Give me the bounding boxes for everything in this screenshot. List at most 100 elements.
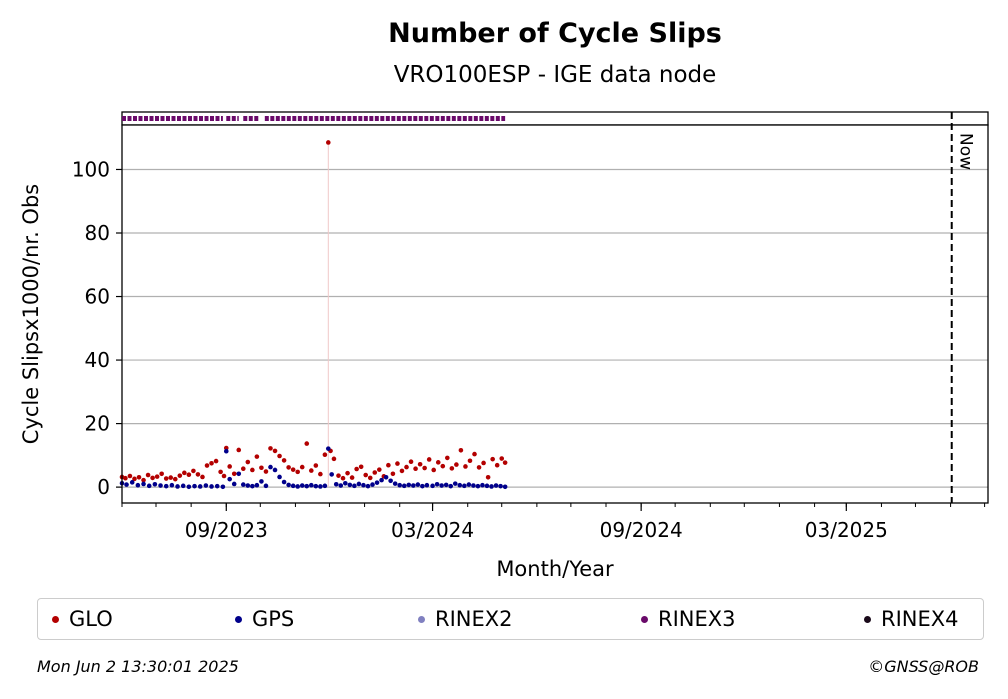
gps-data-point xyxy=(272,467,278,473)
gps-data-point xyxy=(466,482,472,487)
glo-data-point xyxy=(191,468,196,474)
gps-data-point xyxy=(220,484,226,490)
glo-data-point xyxy=(349,475,355,480)
glo-data-point xyxy=(295,469,300,475)
glo-data-point xyxy=(390,471,396,477)
glo-data-point xyxy=(358,464,364,470)
glo-data-point xyxy=(395,461,400,466)
footer-timestamp: Mon Jun 2 13:30:01 2025 xyxy=(37,657,239,676)
gps-data-point xyxy=(209,484,214,489)
gps-data-point xyxy=(462,483,467,489)
glo-data-point xyxy=(304,441,310,446)
gps-data-point xyxy=(383,474,389,480)
glo-data-point xyxy=(467,458,473,464)
gps-data-point xyxy=(502,484,508,490)
glo-data-point xyxy=(163,476,169,481)
plot-frame xyxy=(121,124,989,504)
glo-data-point xyxy=(454,462,459,467)
gps-data-point xyxy=(124,482,129,487)
glo-data-point xyxy=(177,473,183,478)
glo-data-point xyxy=(223,445,229,451)
gps-data-point xyxy=(338,483,344,488)
gps-data-point xyxy=(329,472,334,477)
glo-data-point xyxy=(209,460,214,466)
gps-data-point xyxy=(343,481,348,486)
gps-data-point xyxy=(388,478,393,484)
now-label: Now xyxy=(956,133,976,170)
y-axis-label: Cycle Slipsx1000/nr. Obs xyxy=(19,184,43,444)
legend-item-rinex4: RINEX4 xyxy=(864,605,959,633)
y-tick-label: 0 xyxy=(97,475,110,499)
glo-data-point xyxy=(154,474,160,479)
glo-data-point xyxy=(485,474,491,480)
gps-data-point xyxy=(379,477,384,483)
gps-data-point xyxy=(254,482,260,488)
gps-data-point xyxy=(322,483,328,489)
glo-data-point xyxy=(150,475,155,481)
glo-data-point xyxy=(200,474,205,480)
gps-data-point xyxy=(175,484,180,489)
glo-data-point xyxy=(172,476,178,482)
glo-data-point xyxy=(336,473,341,478)
gps-data-point xyxy=(146,483,152,489)
y-tick-label: 20 xyxy=(85,412,110,436)
glo-data-point xyxy=(435,460,441,465)
glo-data-point xyxy=(377,467,382,472)
glo-data-point xyxy=(422,465,427,471)
glo-data-point xyxy=(331,456,337,462)
gps-data-point xyxy=(259,479,264,484)
glo-data-point xyxy=(386,462,391,468)
glo-data-point xyxy=(308,468,314,473)
gps-data-point xyxy=(281,479,287,485)
legend-label-glo: GLO xyxy=(69,607,113,631)
gps-data-point xyxy=(498,483,503,489)
gps-data-point xyxy=(214,483,220,489)
glo-data-point xyxy=(345,470,350,476)
gps-data-point xyxy=(203,483,209,488)
gps-data-point xyxy=(411,483,416,488)
glo-data-point xyxy=(408,459,414,465)
glo-data-point xyxy=(231,471,237,477)
glo-data-point xyxy=(431,467,437,473)
gps-data-point xyxy=(347,482,353,488)
gps-data-point xyxy=(135,482,141,488)
x-axis-ticks: 09/2023 03/2024 09/2024 03/2025 xyxy=(121,503,986,542)
glo-data-point xyxy=(472,451,477,457)
glo-data-point xyxy=(254,454,260,459)
gps-data-point xyxy=(443,482,449,488)
glo-data-point xyxy=(136,474,142,480)
gps-data-point xyxy=(163,483,169,489)
glo-data-point xyxy=(227,464,232,469)
gps-data-point xyxy=(169,482,175,488)
gps-data-point xyxy=(356,481,362,487)
glo-data-point xyxy=(218,469,223,475)
gps-data-point xyxy=(361,482,366,488)
glo-data-point xyxy=(502,460,508,465)
legend-item-gps: GPS xyxy=(235,605,294,633)
gps-data-point xyxy=(308,482,314,488)
glo-data-point xyxy=(372,470,378,475)
glo-data-point xyxy=(132,476,137,482)
gps-data-point xyxy=(325,446,331,451)
glo-data-point xyxy=(363,472,369,478)
gps-data-point xyxy=(452,481,458,486)
gps-data-point xyxy=(304,483,310,489)
glo-data-point xyxy=(272,448,278,454)
gps-data-point xyxy=(277,474,282,480)
glo-data-point xyxy=(221,473,227,479)
glo-data-point xyxy=(204,463,210,468)
glo-data-point xyxy=(417,461,423,467)
gps-data-point xyxy=(286,482,291,488)
glo-data-point xyxy=(145,472,151,478)
glo-data-point xyxy=(141,477,146,483)
chart-subtitle: VRO100ESP - IGE data node xyxy=(394,62,717,88)
glo-data-point xyxy=(399,468,405,474)
glo-data-point xyxy=(240,466,246,471)
glo-data-point xyxy=(213,458,219,464)
gps-data-point xyxy=(290,483,296,489)
gps-data-point xyxy=(318,484,323,489)
legend-item-glo: GLO xyxy=(52,605,113,633)
glo-data-point xyxy=(123,475,128,481)
glo-data-point xyxy=(290,467,296,472)
glo-data-point xyxy=(299,464,305,470)
